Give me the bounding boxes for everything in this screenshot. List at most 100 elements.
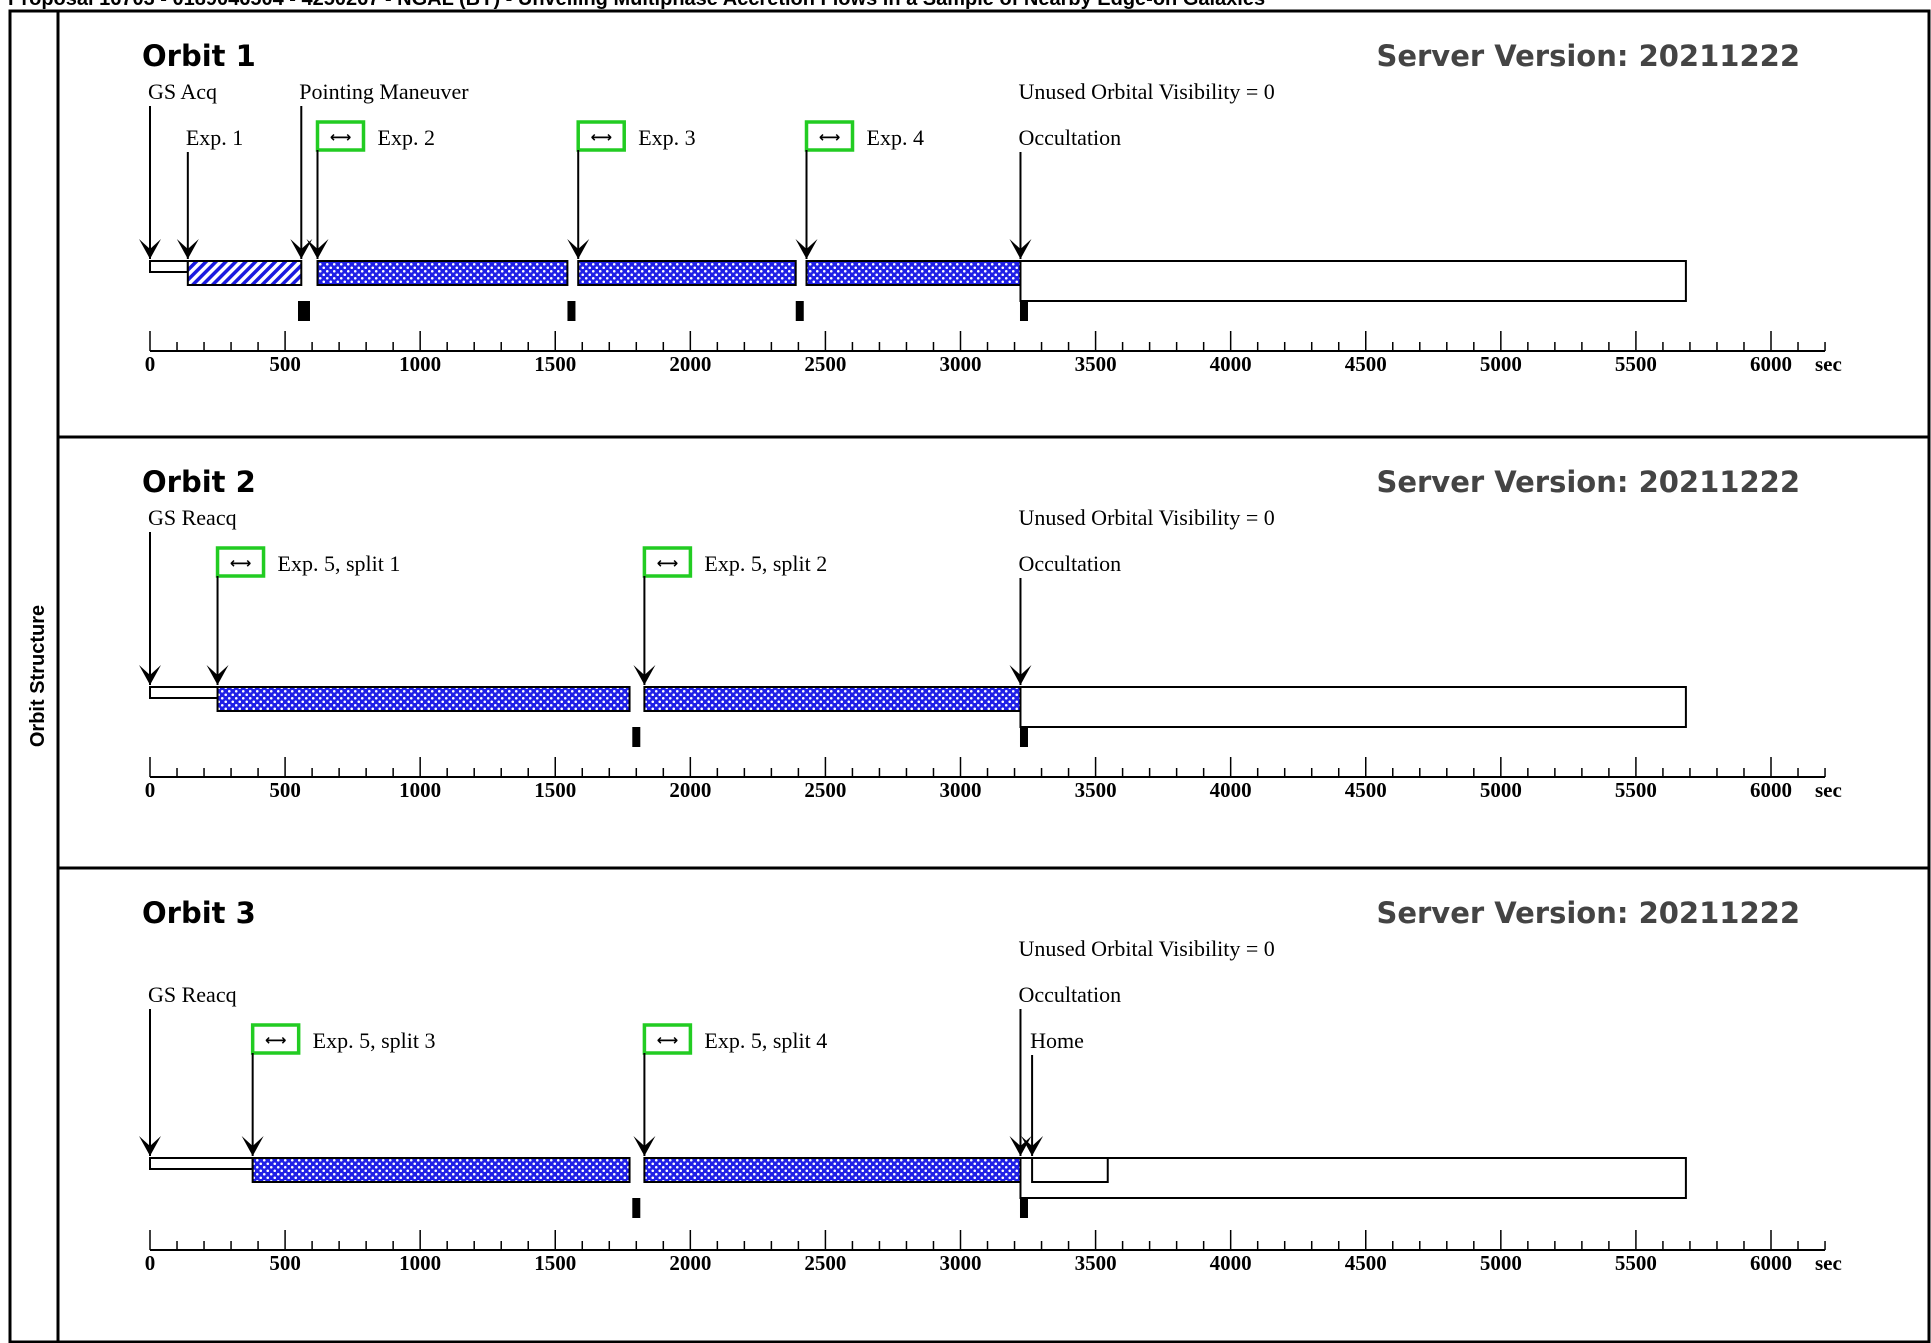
timeline-label: Exp. 3 [638,125,695,150]
buffer-mark [632,727,641,747]
arrow-head [633,665,656,685]
exposure-bar [216,686,631,712]
axis-unit: sec [1815,1251,1842,1275]
acquisition-bar [149,260,189,273]
arrow-head [1009,239,1032,259]
exposure-bar [251,1157,631,1183]
tick-label: 5000 [1480,1251,1522,1275]
arrow-head [206,665,229,685]
outer-frame [8,9,1931,1343]
arrow-head [567,239,590,259]
arrow-head [1021,1136,1044,1156]
tick-label: 5500 [1615,1251,1657,1275]
expand-arrows-icon: ⟷ [230,554,252,572]
tick-label: 2000 [669,352,711,376]
timeline-label: Exp. 5, split 2 [704,551,827,576]
buffer-mark [297,301,310,321]
axis-unit: sec [1815,352,1842,376]
expand-icon [215,546,266,578]
buffer-mark [1019,1198,1028,1218]
tick-label: 3500 [1075,778,1117,802]
expand-icon [804,120,855,152]
tick-label: 5500 [1615,778,1657,802]
server-version: Server Version: 20211222 [1376,896,1800,930]
tick-label: 1500 [534,352,576,376]
tick-label: 4000 [1210,778,1252,802]
orbit-title: Orbit 1 [142,39,256,73]
exposure-bar [805,260,1022,286]
tick-label: 5000 [1480,778,1522,802]
tick-label: 500 [269,778,301,802]
timeline-label: Occultation [1018,551,1121,576]
proposal-header: Proposal 16703 - 0189046504 - 4250267 - … [8,0,1265,10]
tick-label: 4500 [1345,352,1387,376]
timeline-label: Exp. 5, split 1 [278,551,401,576]
timeline-label: GS Reacq [148,982,237,1007]
arrow-head [1009,665,1032,685]
occultation-bar [1019,686,1687,728]
tick-label: 4000 [1210,352,1252,376]
timeline-label: GS Acq [148,79,217,104]
expand-arrows-icon: ⟷ [330,128,352,146]
exposure-bar [316,260,569,286]
tick-label: 2500 [804,1251,846,1275]
buffer-mark [567,301,576,321]
orbit-title: Orbit 3 [142,896,256,930]
tick-label: 4500 [1345,778,1387,802]
server-version: Server Version: 20211222 [1376,465,1800,499]
expand-arrows-icon: ⟷ [590,128,612,146]
arrow-head [241,1136,264,1156]
expand-arrows-icon: ⟷ [657,554,679,572]
expand-arrows-icon: ⟷ [819,128,841,146]
arrow-head [139,665,161,685]
timeline-label: Home [1030,1028,1084,1053]
tick-label: 3000 [940,1251,982,1275]
tick-label: 1500 [534,778,576,802]
buffer-mark [795,301,804,321]
tick-label: 0 [145,352,156,376]
timeline-label: Pointing Maneuver [299,79,469,104]
arrow-head [176,239,199,259]
timeline-label: Unused Orbital Visibility = 0 [1018,79,1274,104]
exposure-bar [643,1157,1022,1183]
tick-label: 1500 [534,1251,576,1275]
sidebar-label: Orbit Structure [27,605,49,747]
tick-label: 0 [145,778,156,802]
tick-label: 5000 [1480,352,1522,376]
occultation-bar [1019,1157,1687,1199]
arrow-head [795,239,818,259]
arrow-head [139,239,161,259]
tick-label: 3500 [1075,352,1117,376]
timeline-label: Exp. 2 [378,125,435,150]
buffer-mark [1019,301,1028,321]
expand-arrows-icon: ⟷ [265,1031,287,1049]
exposure-bar [643,686,1022,712]
arrow-head [306,239,329,259]
buffer-mark [1019,727,1028,747]
tick-label: 2000 [669,778,711,802]
occultation-bar [1019,260,1687,302]
tick-label: 2500 [804,352,846,376]
tick-label: 5500 [1615,352,1657,376]
tick-label: 4000 [1210,1251,1252,1275]
tick-label: 2000 [669,1251,711,1275]
tick-label: 3000 [940,778,982,802]
orbit-panel-2: Orbit 2 Server Version: 20211222 GS Reacq U… [139,465,1842,802]
guide-star-bar [186,260,303,286]
server-version: Server Version: 20211222 [1376,39,1800,73]
home-bar [1031,1157,1109,1183]
buffer-mark [632,1198,641,1218]
orbit-panels: Orbit 1 Server Version: 20211222 GS Acq Poi… [139,39,1842,1275]
tick-label: 500 [269,1251,301,1275]
tick-label: 3500 [1075,1251,1117,1275]
expand-icon [250,1023,301,1055]
timeline-label: GS Reacq [148,505,237,530]
header-bar: Proposal 16703 - 0189046504 - 4250267 - … [0,0,1931,10]
expand-icon [642,1023,693,1055]
timeline-label: Unused Orbital Visibility = 0 [1018,936,1274,961]
expand-icon [576,120,626,152]
timeline-label: Exp. 1 [186,125,243,150]
tick-label: 6000 [1750,1251,1792,1275]
orbit-panel-1: Orbit 1 Server Version: 20211222 GS Acq Poi… [139,39,1842,376]
acquisition-bar [149,1157,254,1170]
